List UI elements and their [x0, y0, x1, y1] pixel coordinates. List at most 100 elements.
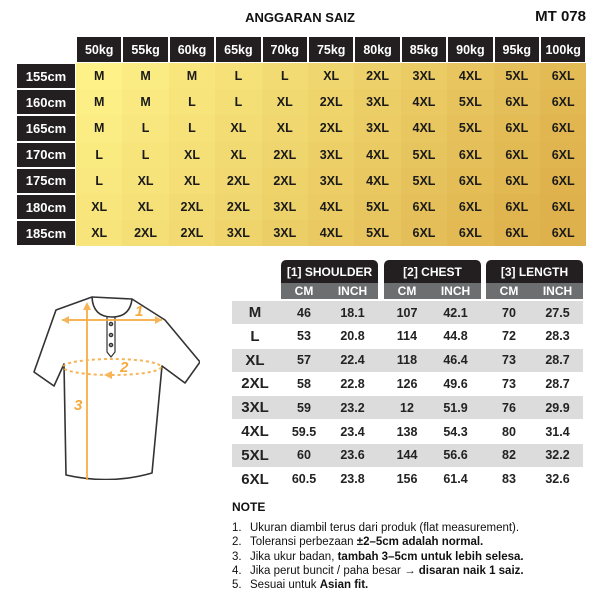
value-cell: 31.4 [545, 424, 570, 439]
size-cell: M [122, 89, 169, 116]
group-header: [2] CHEST [384, 260, 481, 283]
size-cell: L [168, 115, 216, 142]
weight-header: 75kg [309, 37, 354, 62]
height-header: 180cm [17, 195, 75, 220]
size-cell: 2XL [308, 115, 355, 142]
unit-header: INCH [532, 283, 583, 299]
height-header: 170cm [17, 142, 75, 167]
size-label: 3XL [241, 399, 269, 417]
height-header: 165cm [17, 116, 75, 141]
size-cell: 4XL [447, 63, 494, 90]
table-row: XL 57 22.4 118 46.4 73 28.7 [232, 348, 583, 372]
value-cell: 59 [297, 400, 311, 415]
note-item: 3. Jika ukur badan, tambah 3–5cm untuk le… [232, 550, 524, 564]
chart-title: ANGGARAN SAIZ [245, 10, 355, 25]
size-cell: 4XL [400, 89, 448, 116]
size-cell: 3XL [354, 89, 401, 116]
value-cell: 46.4 [443, 353, 468, 368]
size-cell: L [215, 63, 262, 90]
size-cell: 3XL [400, 63, 448, 90]
size-cell: 3XL [354, 115, 401, 142]
size-cell: 2XL [215, 194, 262, 221]
note-item: 4. Jika perut buncit / paha besar → disar… [232, 564, 524, 578]
value-cell: 32.2 [545, 448, 570, 463]
table-row: 4XL 59.5 23.4 138 54.3 80 31.4 [232, 420, 583, 443]
size-cell: 6XL [540, 194, 587, 221]
note-text: Jika ukur badan, [250, 550, 338, 563]
value-cell: 18.1 [340, 305, 365, 320]
size-cell: 6XL [493, 220, 540, 247]
size-cell: 3XL [261, 220, 308, 247]
table-row: L 53 20.8 114 44.8 72 28.3 [232, 325, 583, 348]
size-label: 5XL [241, 446, 269, 464]
value-cell: 23.8 [340, 472, 365, 487]
size-cell: 4XL [308, 220, 355, 247]
table-row: 2XL 58 22.8 126 49.6 73 28.7 [232, 372, 583, 395]
weight-header: 95kg [494, 37, 539, 62]
note-text: Asian fit. [319, 579, 369, 592]
group-header: [1] SHOULDER [281, 260, 378, 283]
weight-header: 65kg [216, 37, 261, 62]
group-header: [3] LENGTH [486, 260, 583, 283]
size-cell: 6XL [540, 89, 587, 116]
value-cell: 28.7 [545, 353, 570, 368]
height-header: 185cm [17, 221, 75, 246]
size-cell: 6XL [400, 220, 448, 247]
size-cell: 3XL [215, 220, 262, 247]
value-cell: 118 [396, 353, 418, 368]
unit-header: INCH [327, 283, 378, 299]
value-cell: 138 [396, 424, 418, 439]
value-cell: 80 [502, 424, 516, 439]
size-cell: 5XL [447, 115, 494, 142]
size-cell: L [76, 141, 123, 168]
value-cell: 27.5 [545, 305, 570, 320]
value-cell: 49.6 [443, 376, 468, 391]
note-text: Jika perut buncit / paha besar → [250, 564, 419, 577]
size-cell: M [168, 63, 216, 90]
value-cell: 70 [502, 305, 516, 320]
size-cell: L [76, 167, 123, 194]
table-row: M 46 18.1 107 42.1 70 27.5 [232, 301, 583, 324]
value-cell: 23.6 [340, 448, 365, 463]
notes-section: NOTE 1. Ukuran diambil terus dari produk … [232, 500, 524, 592]
size-cell: 6XL [540, 141, 587, 168]
size-cell: XL [261, 115, 308, 142]
size-cell: L [261, 63, 308, 90]
value-cell: 12 [400, 400, 414, 415]
size-cell: 5XL [354, 194, 401, 221]
value-cell: 54.3 [443, 424, 468, 439]
size-cell: XL [215, 141, 262, 168]
value-cell: 29.9 [545, 400, 570, 415]
size-cell: 6XL [493, 167, 540, 194]
value-cell: 83 [502, 472, 516, 487]
value-cell: 144 [396, 448, 418, 463]
weight-header: 85kg [401, 37, 447, 62]
size-cell: XL [76, 194, 123, 221]
weight-header: 55kg [123, 37, 168, 62]
note-number: 4. [232, 564, 242, 577]
value-cell: 61.4 [443, 472, 468, 487]
unit-header: CM [486, 283, 532, 299]
weight-header: 100kg [541, 37, 586, 62]
table-row: 3XL 59 23.2 12 51.9 76 29.9 [232, 396, 583, 420]
product-code: MT 078 [535, 8, 586, 25]
size-cell: 6XL [540, 115, 587, 142]
value-cell: 114 [396, 329, 418, 344]
note-text: Sesuai untuk [250, 579, 320, 592]
size-cell: 2XL [215, 167, 262, 194]
weight-header: 60kg [169, 37, 215, 62]
value-cell: 51.9 [443, 400, 468, 415]
note-number: 3. [232, 550, 242, 563]
value-cell: 58 [297, 376, 311, 391]
size-cell: XL [261, 89, 308, 116]
note-text: Ukuran diambil terus dari produk (flat m… [250, 522, 520, 534]
size-cell: 4XL [354, 141, 401, 168]
note-number: 2. [232, 536, 242, 549]
size-cell: 6XL [447, 141, 494, 168]
size-cell: 2XL [168, 194, 216, 221]
note-text: tambah 3–5cm untuk lebih selesa. [337, 550, 524, 563]
size-cell: 2XL [168, 220, 216, 247]
size-cell: L [168, 89, 216, 116]
value-cell: 73 [502, 353, 516, 368]
value-cell: 23.2 [340, 400, 365, 415]
